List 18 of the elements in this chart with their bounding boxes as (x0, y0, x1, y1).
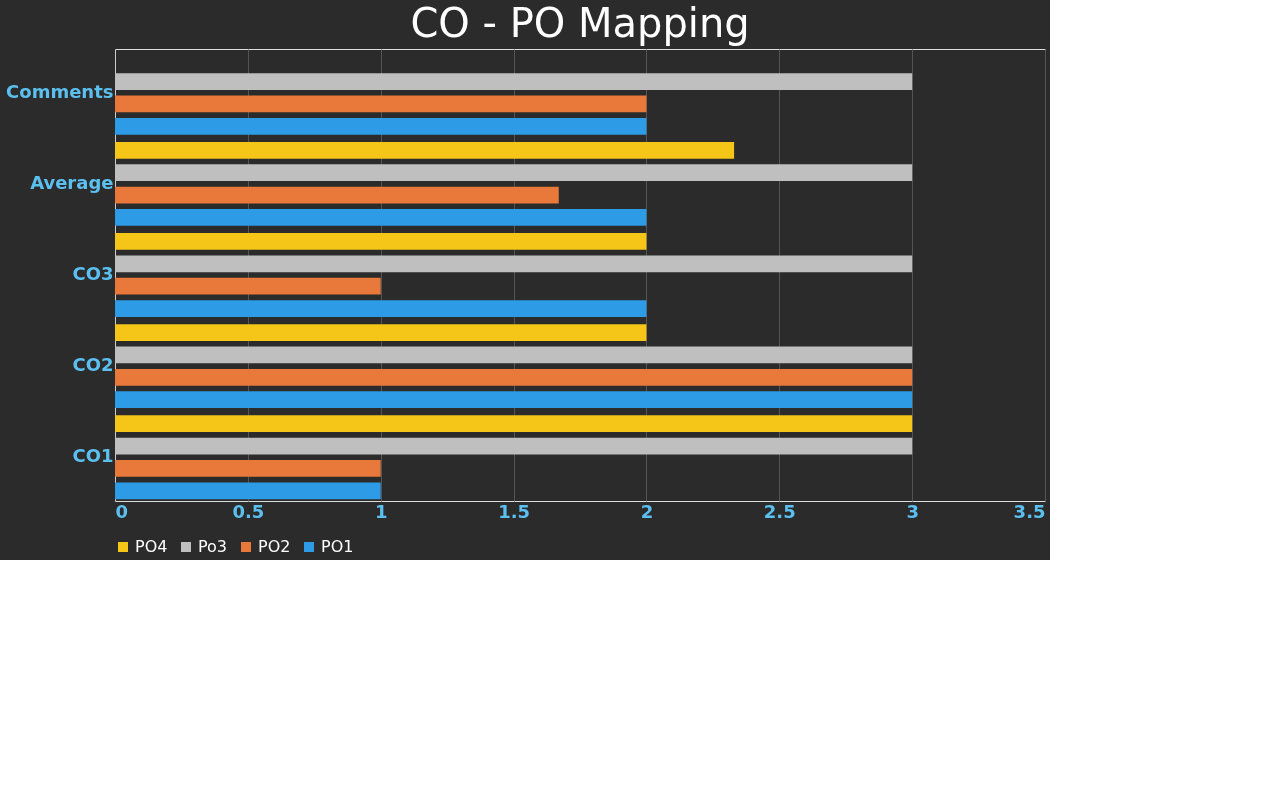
x-tick-label: 2 (640, 500, 654, 522)
legend-label: PO2 (258, 537, 291, 556)
x-tick-label: 2.5 (763, 500, 796, 522)
x-tick-label: 0 (115, 500, 129, 522)
x-tick-label: 1 (374, 500, 388, 522)
y-tick-label: CO2 (72, 354, 114, 376)
legend-label: PO4 (135, 537, 168, 556)
x-tick-label: 0.5 (232, 500, 265, 522)
y-tick-label: Average (30, 171, 114, 193)
y-tick-label: Comments (6, 80, 114, 102)
y-tick-label: CO1 (72, 445, 114, 467)
legend-label: PO1 (321, 537, 354, 556)
legend-label: Po3 (198, 537, 228, 556)
x-tick-label: 3 (906, 500, 919, 522)
chart-title: CO - PO Mapping (410, 0, 750, 46)
y-tick-label: CO3 (72, 263, 114, 284)
x-tick-label: 1.5 (498, 500, 531, 522)
x-tick-label: 3.5 (1013, 500, 1046, 522)
